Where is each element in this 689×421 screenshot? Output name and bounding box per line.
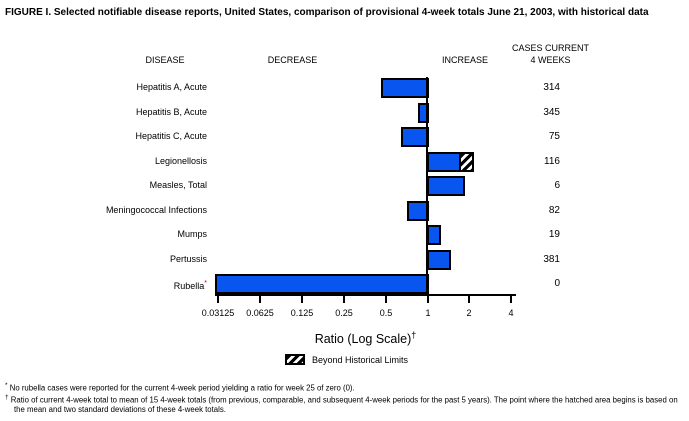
cases-value: 116 — [544, 155, 560, 167]
tick-label: 0.5 — [379, 308, 393, 318]
hatched-legend-swatch-icon — [285, 354, 305, 365]
disease-label: Hepatitis B, Acute — [135, 106, 207, 117]
axis-tick — [301, 294, 303, 303]
footnote-text: Ratio of current 4-week total to mean of… — [10, 395, 678, 415]
tick-label: 2 — [466, 308, 472, 318]
column-header-decrease: DECREASE — [267, 55, 318, 65]
disease-label: Pertussis — [169, 253, 207, 264]
x-axis-line — [215, 294, 516, 296]
bar — [401, 127, 429, 147]
cases-value: 19 — [548, 229, 560, 240]
axis-tick — [385, 294, 387, 303]
column-header-disease: DISEASE — [145, 55, 185, 65]
tick-label: 0.03125 — [201, 308, 235, 318]
axis-tick — [217, 294, 219, 303]
footnote-rubella: * No rubella cases were reported for the… — [5, 381, 683, 393]
axis-tick — [510, 294, 512, 303]
x-axis-label-dagger: † — [411, 330, 417, 340]
footnote-ratio-definition: † Ratio of current 4-week total to mean … — [5, 393, 683, 415]
disease-label: Meningococcal Infections — [105, 204, 207, 215]
cases-value: 345 — [543, 106, 560, 118]
disease-label: Hepatitis A, Acute — [136, 82, 207, 92]
disease-label: Rubella* — [173, 280, 207, 291]
disease-label: Mumps — [177, 229, 207, 239]
tick-label: 0.25 — [335, 308, 353, 318]
rubella-asterisk: * — [204, 280, 207, 287]
cases-value: 6 — [554, 180, 560, 191]
footnote-text: No rubella cases were reported for the c… — [9, 383, 355, 393]
axis-tick — [468, 294, 470, 303]
tick-label: 4 — [508, 308, 514, 318]
footnote-marker-dagger: † — [5, 394, 9, 402]
cases-value: 82 — [548, 204, 560, 216]
axis-tick — [259, 294, 261, 303]
bar — [427, 176, 465, 196]
bar — [381, 78, 429, 98]
column-header-increase: INCREASE — [441, 55, 488, 65]
footnotes: * No rubella cases were reported for the… — [5, 381, 683, 415]
tick-label: 0.0625 — [246, 308, 274, 318]
bar — [427, 151, 474, 172]
disease-label: Hepatitis C, Acute — [135, 131, 207, 141]
tick-label: 1 — [425, 308, 431, 318]
legend-label: Beyond Historical Limits — [312, 355, 409, 365]
cases-value: 0 — [554, 278, 560, 289]
bar — [407, 200, 429, 221]
x-axis-label-text: Ratio (Log Scale) — [314, 332, 412, 347]
cases-value: 314 — [543, 82, 560, 93]
bar — [215, 274, 429, 294]
column-header-cases-line1: CASES CURRENT — [511, 43, 589, 53]
cases-value: 75 — [548, 131, 560, 142]
footnote-marker-asterisk: * — [5, 382, 8, 389]
cases-value: 381 — [543, 253, 560, 265]
bar — [427, 249, 451, 270]
baseline-ratio-1 — [426, 77, 428, 296]
disease-label: Measles, Total — [149, 180, 207, 190]
tick-label: 0.125 — [290, 308, 314, 318]
bar — [418, 102, 429, 123]
beyond-historical-limits-segment — [459, 151, 474, 172]
axis-tick — [427, 294, 429, 303]
figure-title: FIGURE I. Selected notifiable disease re… — [5, 7, 649, 18]
column-header-cases-line2: 4 WEEKS — [530, 55, 571, 65]
x-axis-label: Ratio (Log Scale)† — [215, 330, 516, 346]
bar — [427, 225, 441, 245]
disease-label: Legionellosis — [154, 155, 207, 166]
axis-tick — [343, 294, 345, 303]
